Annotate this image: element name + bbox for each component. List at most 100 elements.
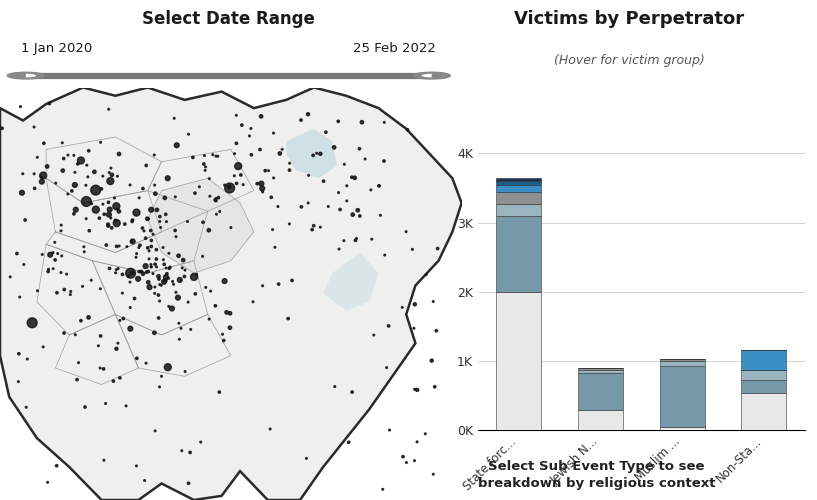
Point (428, 383, 441, 391)
Point (209, 302, 222, 310)
Point (138, 476, 151, 484)
Text: Select Sub Event Type to see
breakdown by religious context: Select Sub Event Type to see breakdown b… (478, 460, 715, 490)
Point (80, 161, 93, 169)
Point (16, 170, 29, 177)
Polygon shape (323, 252, 378, 310)
Bar (578, 370, 623, 374)
Point (408, 386, 421, 394)
Point (152, 314, 165, 322)
Point (396, 452, 409, 460)
Point (20, 355, 33, 363)
Point (64, 290, 77, 298)
Point (74, 156, 87, 164)
Point (408, 456, 421, 464)
Point (359, 155, 372, 163)
Point (55, 221, 68, 229)
Point (89, 206, 102, 214)
Point (109, 216, 122, 224)
Point (110, 242, 123, 250)
Point (28, 170, 41, 178)
Point (157, 244, 170, 252)
Point (123, 181, 136, 189)
Point (149, 427, 162, 435)
Point (314, 150, 327, 158)
Bar (496, 178, 541, 182)
Point (190, 270, 203, 278)
Point (111, 172, 124, 180)
Point (69, 330, 82, 338)
Point (317, 177, 330, 185)
Point (112, 264, 125, 272)
Bar (496, 292, 541, 430)
Point (172, 320, 185, 328)
Point (92, 342, 105, 350)
Point (140, 162, 153, 170)
Point (197, 160, 210, 168)
Point (340, 182, 353, 190)
Point (126, 216, 139, 224)
Point (269, 244, 282, 252)
Point (37, 172, 50, 179)
Point (47, 248, 60, 256)
Point (124, 324, 137, 332)
Point (159, 273, 172, 281)
Point (410, 438, 423, 446)
Point (96, 200, 109, 208)
Point (408, 300, 422, 308)
Point (346, 173, 359, 181)
Point (170, 142, 183, 150)
Point (13, 293, 26, 301)
Point (283, 166, 296, 174)
Point (51, 289, 64, 297)
Point (143, 255, 156, 263)
Point (306, 226, 319, 234)
Point (16, 189, 29, 197)
Point (223, 184, 236, 192)
Point (43, 100, 56, 108)
Point (306, 152, 319, 160)
Point (203, 226, 216, 234)
Point (130, 250, 143, 258)
Point (109, 202, 123, 210)
Point (145, 206, 158, 214)
Point (382, 322, 395, 330)
Bar (496, 182, 541, 185)
Point (374, 212, 387, 220)
Point (265, 194, 278, 202)
Point (65, 187, 78, 195)
Point (150, 206, 163, 214)
Point (126, 269, 139, 277)
Point (113, 150, 126, 158)
Point (125, 238, 138, 246)
Point (76, 282, 89, 290)
Point (103, 206, 116, 214)
Bar (659, 361, 704, 366)
Point (198, 152, 211, 160)
Point (197, 218, 210, 226)
Bar (496, 216, 541, 292)
Point (88, 168, 101, 176)
Point (230, 112, 243, 120)
Point (209, 152, 222, 160)
Point (85, 276, 98, 284)
Point (82, 314, 95, 322)
Point (145, 263, 158, 271)
Point (102, 210, 115, 218)
Point (99, 400, 112, 407)
Point (353, 145, 366, 153)
Point (128, 294, 141, 302)
Point (168, 226, 181, 234)
Point (102, 222, 115, 230)
Point (153, 275, 166, 283)
Point (232, 162, 245, 170)
Point (36, 250, 49, 258)
Point (118, 220, 132, 228)
Point (135, 268, 148, 276)
Point (426, 470, 440, 478)
Point (175, 446, 188, 454)
Point (256, 184, 269, 192)
Point (310, 149, 324, 157)
Point (216, 330, 229, 338)
Point (56, 139, 69, 147)
Point (257, 188, 270, 196)
